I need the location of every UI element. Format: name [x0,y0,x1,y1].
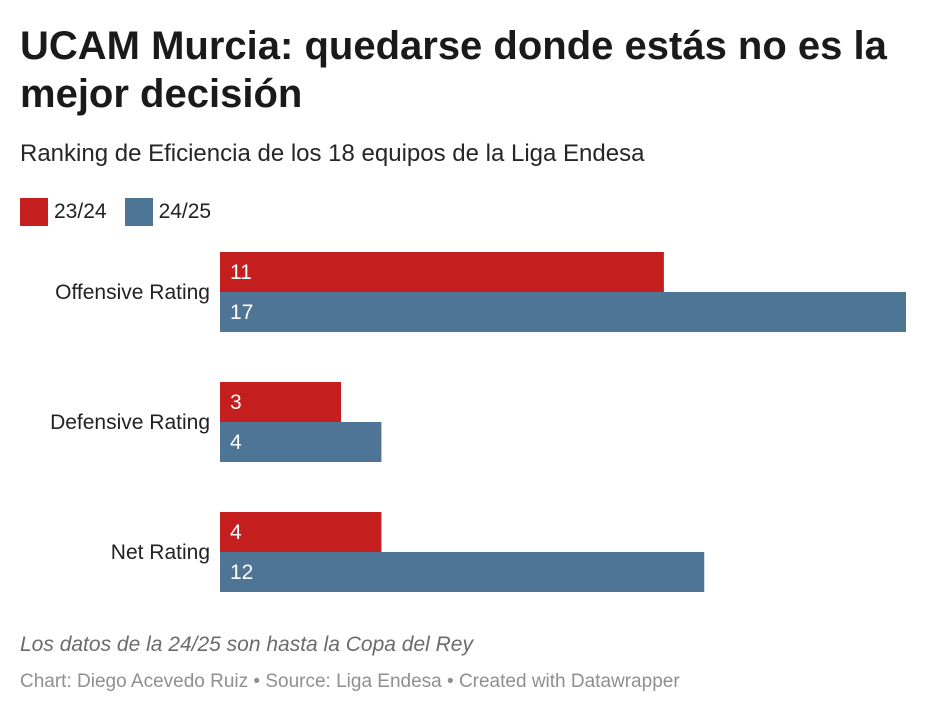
chart-title: UCAM Murcia: quedarse donde estás no es … [20,24,887,116]
chart-subtitle: Ranking de Eficiencia de los 18 equipos … [20,140,645,167]
bar-net-rating-23-24 [220,512,382,552]
value-label-net-rating-24-25: 12 [230,561,253,584]
legend-swatch-2425 [124,198,153,226]
bar-group-offensive-rating: Offensive Rating 11 17 [55,252,906,332]
bar-offensive-rating-23-24 [220,252,664,292]
legend-swatch-2324 [20,198,48,226]
chart-note: Los datos de la 24/25 son hasta la Copa … [20,633,473,656]
bar-group-net-rating: Net Rating 4 12 [111,512,705,592]
bar-net-rating-24-25 [220,552,705,592]
category-label-offensive-rating: Offensive Rating [55,281,210,304]
value-label-offensive-rating-24-25: 17 [230,301,253,324]
value-label-defensive-rating-24-25: 4 [230,431,242,454]
legend-label-2425: 24/25 [158,200,212,223]
category-label-net-rating: Net Rating [111,541,210,564]
bar-offensive-rating-24-25 [220,292,906,332]
bar-defensive-rating-24-25 [220,422,382,462]
legend-label-2324: 23/24 [54,200,107,223]
legend-item-2324: 23/24 [20,198,107,226]
bar-defensive-rating-23-24 [220,382,342,422]
legend-item-2425: 24/25 [124,198,212,226]
value-label-net-rating-23-24: 4 [230,521,242,544]
category-label-defensive-rating: Defensive Rating [50,411,210,434]
value-label-defensive-rating-23-24: 3 [230,391,242,414]
value-label-offensive-rating-23-24: 11 [230,261,252,284]
chart-credit: Chart: Diego Acevedo Ruiz • Source: Liga… [20,671,680,692]
bar-group-defensive-rating: Defensive Rating 3 4 [50,382,382,462]
legend: 23/24 24/25 [20,198,229,226]
